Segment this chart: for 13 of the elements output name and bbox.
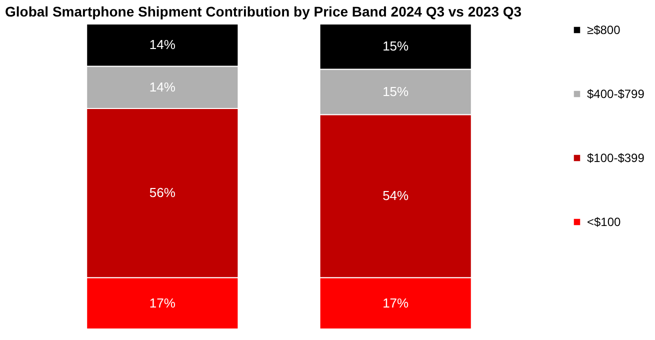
data-label: 17% — [382, 295, 410, 310]
data-label: 15% — [382, 38, 410, 54]
chart-title: Global Smartphone Shipment Contribution by Price Band 2024 Q3 vs 2023 Q3 — [5, 4, 522, 20]
data-label: 14% — [149, 37, 176, 52]
data-label: 15% — [382, 84, 410, 99]
data-label: 54% — [382, 188, 410, 204]
data-label: 17% — [149, 295, 176, 310]
legend-label: ≥$800 — [587, 23, 621, 37]
legend-label: <$100 — [587, 215, 622, 229]
data-label: 56% — [149, 185, 176, 200]
legend-label: $100-$399 — [587, 151, 645, 165]
legend-label: $400-$799 — [587, 87, 645, 101]
data-label: 14% — [149, 79, 176, 94]
